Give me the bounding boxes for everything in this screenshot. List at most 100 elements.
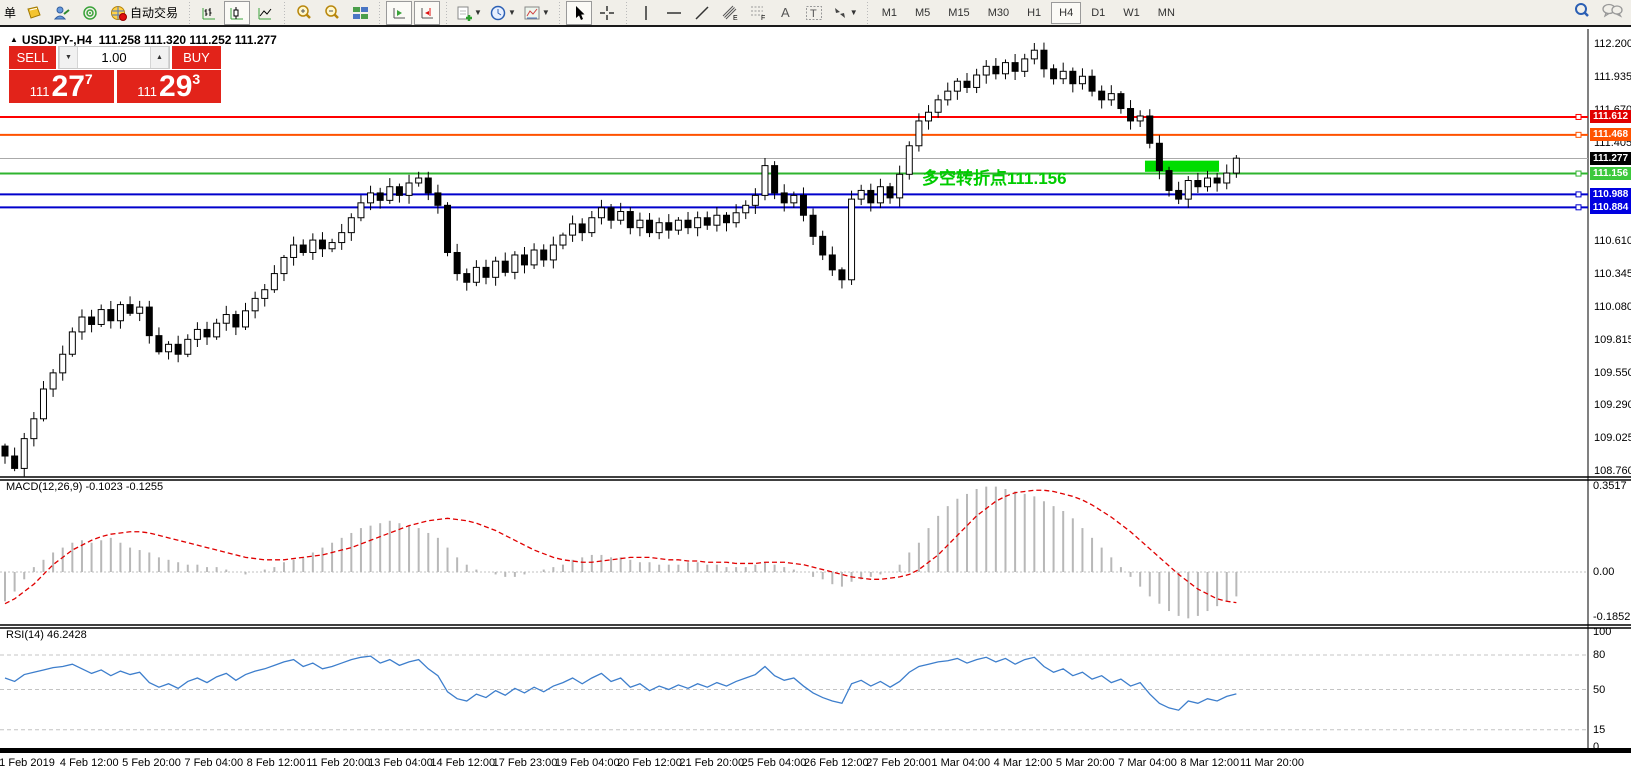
collapse-arrow-icon[interactable]: ▲ [10, 35, 18, 44]
timeframe-d1[interactable]: D1 [1091, 6, 1106, 19]
buy-button[interactable]: BUY [172, 46, 221, 69]
candle-body [347, 217, 355, 234]
price-tick: 109.550 [1594, 366, 1631, 379]
candle-body [290, 244, 298, 258]
candle-body [934, 99, 942, 113]
volume-decrease-button[interactable]: ▼ [59, 47, 78, 68]
line-endpoint-handle[interactable] [1575, 204, 1582, 211]
cursor-button[interactable] [565, 0, 592, 25]
signals-button[interactable] [77, 1, 103, 25]
fibonacci-button[interactable]: F [745, 1, 771, 25]
tile-windows-button[interactable] [347, 1, 373, 25]
periods-button[interactable]: ▼ [487, 1, 519, 25]
zoom-out-button[interactable] [319, 1, 345, 25]
timeframe-mn[interactable]: MN [1157, 6, 1175, 19]
line-endpoint-handle[interactable] [1575, 113, 1582, 120]
timeframe-m1[interactable]: M1 [881, 6, 897, 19]
volume-input[interactable]: 1.00 [78, 47, 150, 68]
candle-body [1213, 177, 1221, 184]
auto-scroll-button[interactable] [386, 0, 413, 25]
arrows-button[interactable]: ▼ [829, 1, 861, 25]
timeframe-w1[interactable]: W1 [1123, 6, 1140, 19]
svg-text:T: T [810, 8, 817, 20]
candle-body [472, 266, 480, 283]
candle-body [905, 145, 913, 175]
rsi-tick: 50 [1593, 683, 1606, 696]
candle-body [963, 80, 971, 88]
new-chart-button[interactable]: ▼ [453, 1, 485, 25]
timeframe-h1[interactable]: H1 [1027, 6, 1042, 19]
price-badge[interactable]: 111.468 [1590, 128, 1631, 142]
sell-button[interactable]: SELL [9, 46, 56, 69]
candle-body [1107, 93, 1115, 101]
line-endpoint-handle[interactable] [1575, 131, 1582, 138]
text-icon: A [779, 5, 793, 20]
expert-advisor-icon [53, 5, 71, 21]
bottom-border [0, 748, 1631, 753]
chart-shift-button[interactable] [414, 0, 441, 25]
signals-icon [81, 5, 99, 21]
crosshair-button[interactable] [594, 1, 620, 25]
candle-body [742, 204, 750, 214]
chart-canvas[interactable] [0, 29, 1631, 772]
candle-body [559, 234, 567, 246]
search-icon[interactable] [1573, 2, 1591, 24]
line-endpoint-handle[interactable] [1575, 191, 1582, 198]
bar-chart-mode-button[interactable] [196, 1, 222, 25]
candle-body [982, 65, 990, 76]
price-tick: 110.345 [1594, 268, 1631, 281]
auto-trading-button[interactable]: 自动交易 [105, 1, 183, 25]
trendline-button[interactable] [689, 1, 715, 25]
dropdown-arrow-icon: ▼ [507, 7, 516, 17]
highlight-zone[interactable] [1144, 160, 1220, 172]
time-axis-label: 8 Feb 12:00 [246, 757, 306, 769]
expert-advisor-button[interactable] [49, 1, 75, 25]
candle-body [569, 223, 577, 236]
candle-body [694, 217, 702, 229]
timeframe-h4[interactable]: H4 [1051, 1, 1082, 24]
price-badge[interactable]: 110.988 [1590, 187, 1631, 201]
equidistant-channel-button[interactable]: E [717, 1, 743, 25]
candle-body [915, 120, 923, 147]
timeframe-m5[interactable]: M5 [915, 6, 931, 19]
timeframe-m30[interactable]: M30 [987, 6, 1010, 19]
price-badge[interactable]: 110.884 [1590, 200, 1631, 214]
price-badge[interactable]: 111.156 [1590, 167, 1631, 181]
time-axis-label: 5 Feb 20:00 [122, 757, 181, 769]
sell-price-display[interactable]: 111 27 7 [9, 70, 114, 103]
dropdown-arrow-icon: ▼ [474, 7, 482, 17]
new-order-button[interactable]: 单 [1, 1, 19, 25]
rsi-tick: 0 [1593, 741, 1600, 753]
timeframe-m15[interactable]: M15 [948, 6, 970, 19]
candlestick-mode-button[interactable] [224, 0, 251, 25]
candle-body [953, 80, 961, 92]
volume-increase-button[interactable]: ▲ [150, 47, 169, 68]
price-badge[interactable]: 111.277 [1590, 152, 1631, 166]
horizontal-line-button[interactable] [661, 1, 687, 25]
candle-body [809, 214, 817, 237]
candle-body [59, 353, 67, 374]
price-badge[interactable]: 111.612 [1590, 110, 1631, 124]
time-axis-label: 27 Feb 20:00 [866, 757, 931, 769]
candle-body [261, 289, 269, 299]
line-endpoint-handle[interactable] [1575, 170, 1582, 177]
candle-body [723, 214, 730, 224]
text-button[interactable]: A [773, 1, 799, 25]
time-axis-label: 1 Mar 04:00 [931, 757, 991, 769]
history-book-button[interactable] [21, 1, 47, 25]
price-tick: 109.815 [1594, 333, 1631, 346]
buy-price-prefix: 111 [137, 84, 158, 99]
ohlc-values: 111.258 111.320 111.252 111.277 [98, 33, 277, 47]
line-chart-mode-button[interactable] [252, 1, 278, 25]
candle-body [1021, 58, 1029, 72]
candle-body [367, 192, 375, 204]
templates-button[interactable]: ▼ [521, 1, 553, 25]
zoom-in-button[interactable] [291, 1, 317, 25]
buy-price-display[interactable]: 111 29 3 [116, 70, 221, 103]
candle-body [415, 177, 423, 184]
vertical-line-button[interactable] [633, 1, 659, 25]
candle-body [819, 235, 827, 256]
chat-icon[interactable] [1601, 2, 1623, 24]
text-label-button[interactable]: T [801, 1, 827, 25]
time-axis-label: 21 Feb 20:00 [679, 757, 745, 769]
